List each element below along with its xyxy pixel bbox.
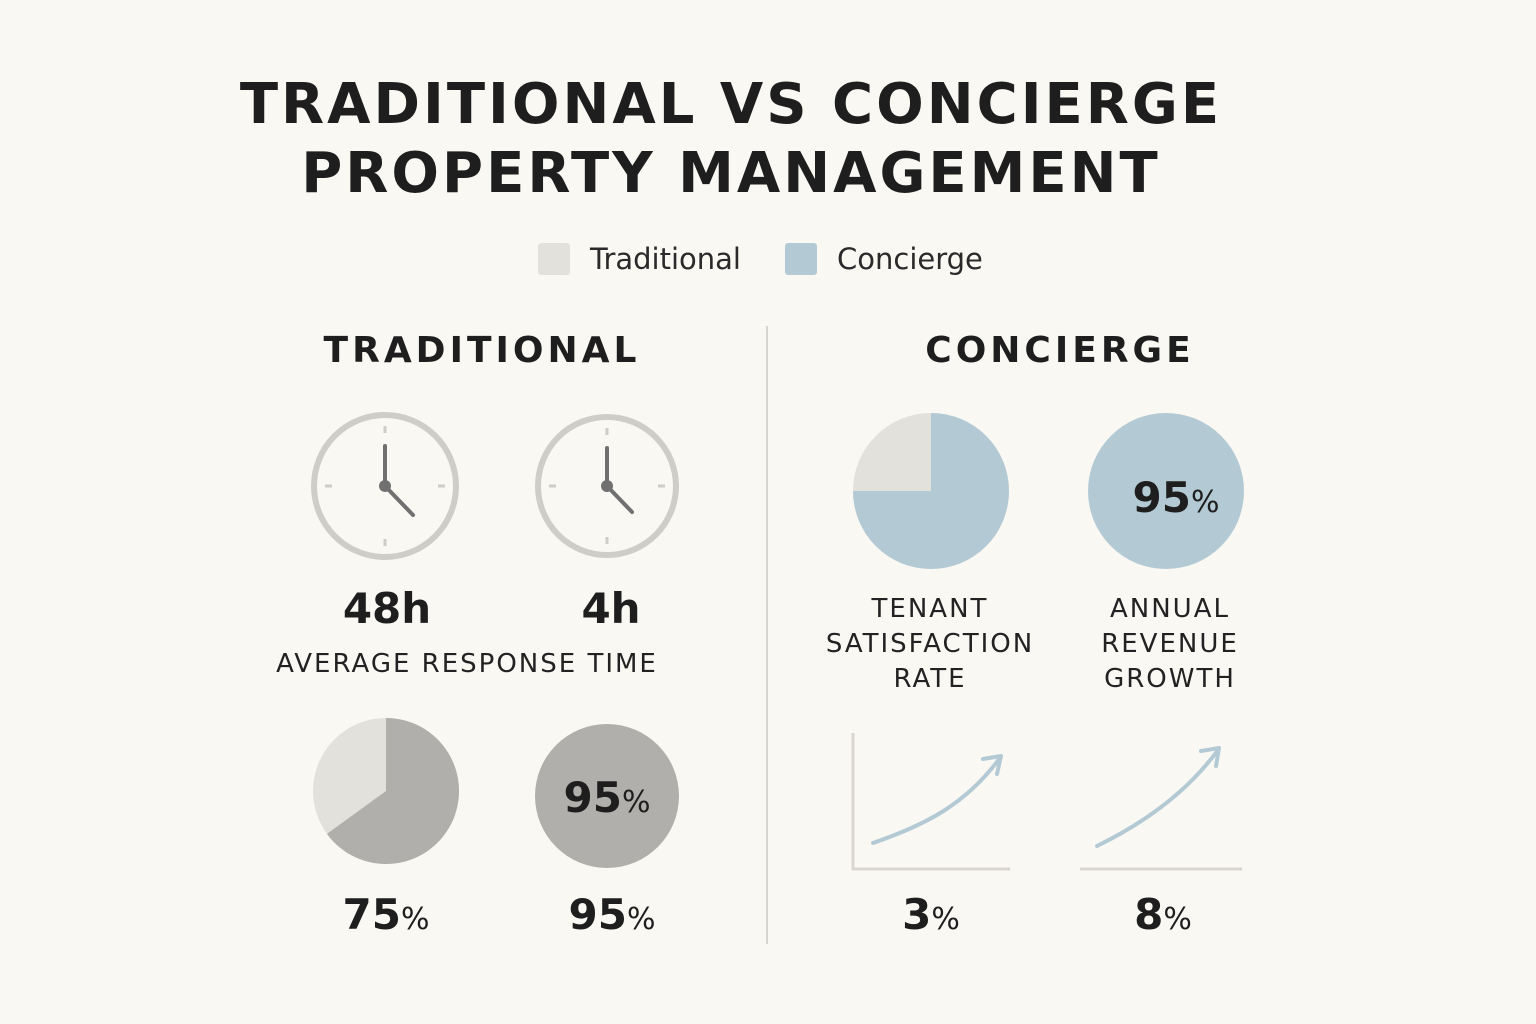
legend: Traditional Concierge (538, 242, 1009, 276)
percent-sign: % (1163, 902, 1192, 937)
clock-icon (311, 412, 459, 560)
concierge-circle (1088, 413, 1244, 569)
concierge-value-2: 8% (1063, 890, 1263, 939)
concierge-value-1: 3% (831, 890, 1031, 939)
legend-item-traditional: Traditional (538, 242, 741, 276)
legend-swatch-traditional (538, 243, 570, 275)
legend-swatch-concierge (785, 243, 817, 275)
concierge-circle-value: 95% (1076, 473, 1276, 522)
clock-icon (535, 414, 679, 558)
concierge-heading: CONCIERGE (925, 330, 1195, 371)
percent-sign: % (1190, 485, 1220, 520)
growth-chart-1 (851, 733, 1010, 871)
traditional-circle-value: 95% (507, 773, 707, 822)
concierge-circle-number: 95 (1132, 473, 1191, 522)
percent-sign: % (626, 902, 656, 937)
concierge-value-2-number: 8 (1134, 890, 1164, 939)
tenant-satisfaction-caption: TENANT SATISFACTION RATE (810, 592, 1050, 697)
traditional-value-2-number: 95 (568, 890, 627, 939)
pie-slice-filled (853, 413, 1009, 569)
caption-line: RATE (893, 664, 967, 694)
response-time-traditional: 48h (342, 584, 432, 633)
caption-line: SATISFACTION (825, 629, 1035, 659)
traditional-circle (535, 724, 679, 868)
percent-sign: % (931, 902, 960, 937)
legend-item-concierge: Concierge (785, 242, 983, 276)
response-time-caption: AVERAGE RESPONSE TIME (276, 649, 658, 679)
title-line-1: TRADITIONAL VS CONCIERGE (239, 72, 1223, 137)
growth-chart-2 (1080, 746, 1242, 871)
caption-line: TENANT (871, 594, 989, 624)
percent-sign: % (400, 902, 430, 937)
column-divider (766, 326, 768, 944)
traditional-heading: TRADITIONAL (323, 330, 641, 371)
traditional-pie (313, 718, 459, 864)
title-line-2: PROPERTY MANAGEMENT (301, 141, 1161, 207)
pie-slice-filled (326, 718, 459, 864)
caption-line: ANNUAL (1110, 594, 1230, 624)
percent-sign: % (621, 785, 651, 820)
traditional-circle-number: 95 (563, 773, 622, 822)
annual-revenue-caption: ANNUAL REVENUE GROWTH (1060, 592, 1280, 697)
caption-line: REVENUE (1101, 629, 1239, 659)
page-title: TRADITIONAL VS CONCIERGE PROPERTY MANAGE… (0, 70, 1462, 209)
traditional-value-2: 95% (512, 890, 712, 939)
caption-line: GROWTH (1104, 664, 1236, 694)
legend-label-traditional: Traditional (590, 242, 741, 276)
response-time-concierge: 4h (581, 584, 641, 633)
traditional-value-1: 75% (286, 890, 486, 939)
concierge-pie (853, 413, 1009, 569)
legend-label-concierge: Concierge (837, 242, 983, 276)
traditional-value-1-number: 75 (342, 890, 401, 939)
concierge-value-1-number: 3 (902, 890, 932, 939)
